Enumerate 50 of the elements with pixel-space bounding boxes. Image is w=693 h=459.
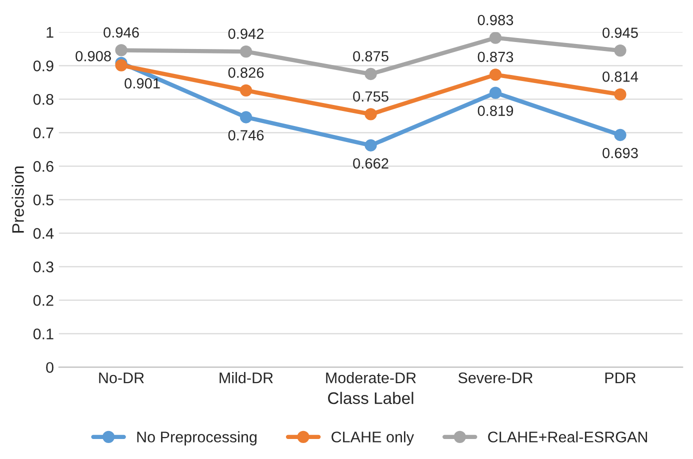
y-tick-label: 0.6 <box>33 161 54 172</box>
point <box>364 108 377 120</box>
point <box>364 139 377 152</box>
point <box>115 44 128 56</box>
point <box>489 68 502 81</box>
point <box>115 59 128 72</box>
data-label: 0.942 <box>228 28 264 39</box>
y-tick-label: 0.4 <box>33 228 54 239</box>
point <box>614 88 626 101</box>
legend-label: CLAHE+Real-ESRGAN <box>488 431 647 442</box>
y-axis-title: Precision <box>12 166 24 233</box>
point <box>614 44 626 57</box>
x-tick-label: PDR <box>605 372 636 384</box>
y-tick-label: 0.8 <box>33 94 54 105</box>
data-label: 0.946 <box>104 27 139 38</box>
x-tick-label: Severe-DR <box>458 372 533 384</box>
data-label: 0.875 <box>353 51 388 62</box>
data-label: 0.693 <box>602 148 638 158</box>
data-label: 0.755 <box>353 91 388 102</box>
data-label: 0.814 <box>602 72 638 82</box>
data-label: 0.662 <box>353 158 388 169</box>
data-label: 0.819 <box>478 106 514 116</box>
legend-label: CLAHE only <box>332 431 414 446</box>
point <box>489 32 502 44</box>
data-label: 0.908 <box>76 50 111 62</box>
x-tick-label: Moderate-DR <box>326 372 416 384</box>
y-tick-label: 0.5 <box>33 194 54 206</box>
data-label: 0.983 <box>478 14 514 26</box>
y-tick-label: 0.3 <box>33 262 54 272</box>
data-label: 0.826 <box>228 68 264 78</box>
point <box>240 111 252 124</box>
data-label: 0.901 <box>124 78 160 89</box>
y-tick-label: 0.1 <box>33 328 54 340</box>
data-label: 0.746 <box>228 130 264 140</box>
legend-label: No Preprocessing <box>137 431 256 446</box>
y-tick-label: 0 <box>46 362 54 373</box>
x-tick-label: No-DR <box>99 372 144 384</box>
point <box>240 84 252 97</box>
y-tick-label: 1 <box>46 27 54 38</box>
point <box>614 128 626 142</box>
y-tick-label: 0.9 <box>33 60 54 72</box>
point <box>240 45 252 58</box>
data-label: 0.945 <box>602 28 638 38</box>
x-axis-title: Class Label <box>328 392 414 404</box>
data-label: 0.873 <box>478 52 514 62</box>
x-tick-label: Mild-DR <box>220 372 273 384</box>
point <box>489 86 502 99</box>
y-tick-label: 0.2 <box>33 295 54 306</box>
y-tick-label: 0.7 <box>33 128 54 138</box>
point <box>364 68 377 80</box>
